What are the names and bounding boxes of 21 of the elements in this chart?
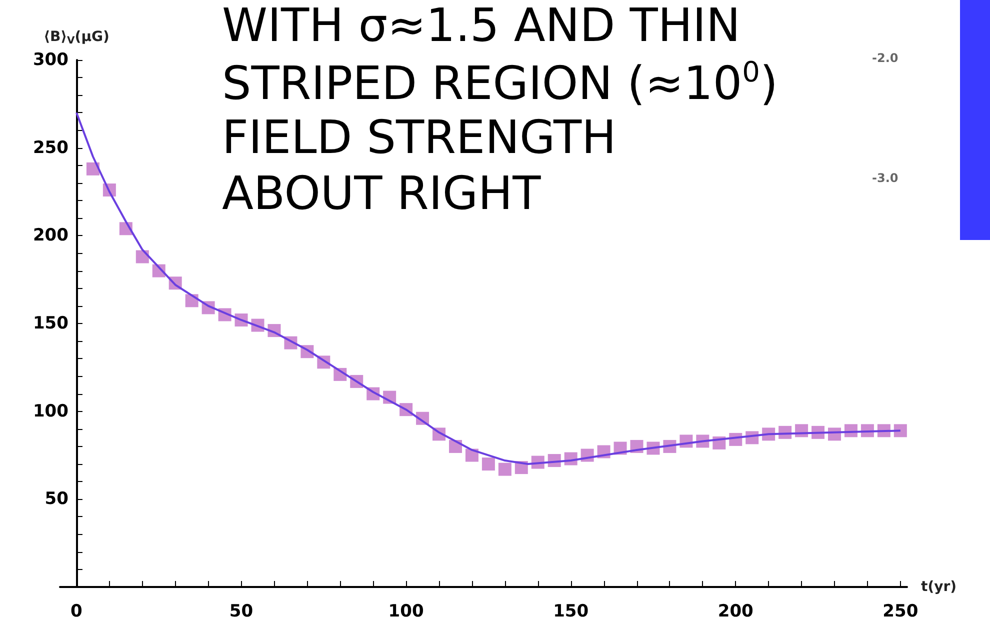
- x-axis-title: t(yr): [921, 579, 957, 595]
- text: WITH σ≈1.5 AND THIN: [222, 0, 740, 52]
- point: [482, 458, 495, 471]
- x-tick-label: 250: [882, 602, 918, 622]
- annotation: ABOUT RIGHT: [222, 166, 542, 220]
- x-tick-label: 50: [229, 602, 254, 622]
- y-tick-label: 300: [32, 50, 69, 70]
- y-tick-label: 150: [32, 314, 69, 334]
- y-tick-label: 250: [32, 138, 69, 158]
- annotation: -2.0: [872, 51, 898, 65]
- point: [498, 462, 512, 476]
- annotation: -3.0: [872, 171, 898, 185]
- x-tick-label: 100: [388, 602, 424, 622]
- annotation: FIELD STRENGTH: [222, 110, 616, 164]
- y-tick-label: 100: [32, 401, 69, 422]
- y-tick-label: 50: [44, 489, 69, 510]
- point: [894, 424, 907, 438]
- x-tick-label: 0: [70, 602, 83, 622]
- x-tick-label: 150: [553, 602, 589, 622]
- x-tick-label: 200: [718, 602, 754, 622]
- y-tick-label: 200: [32, 226, 69, 246]
